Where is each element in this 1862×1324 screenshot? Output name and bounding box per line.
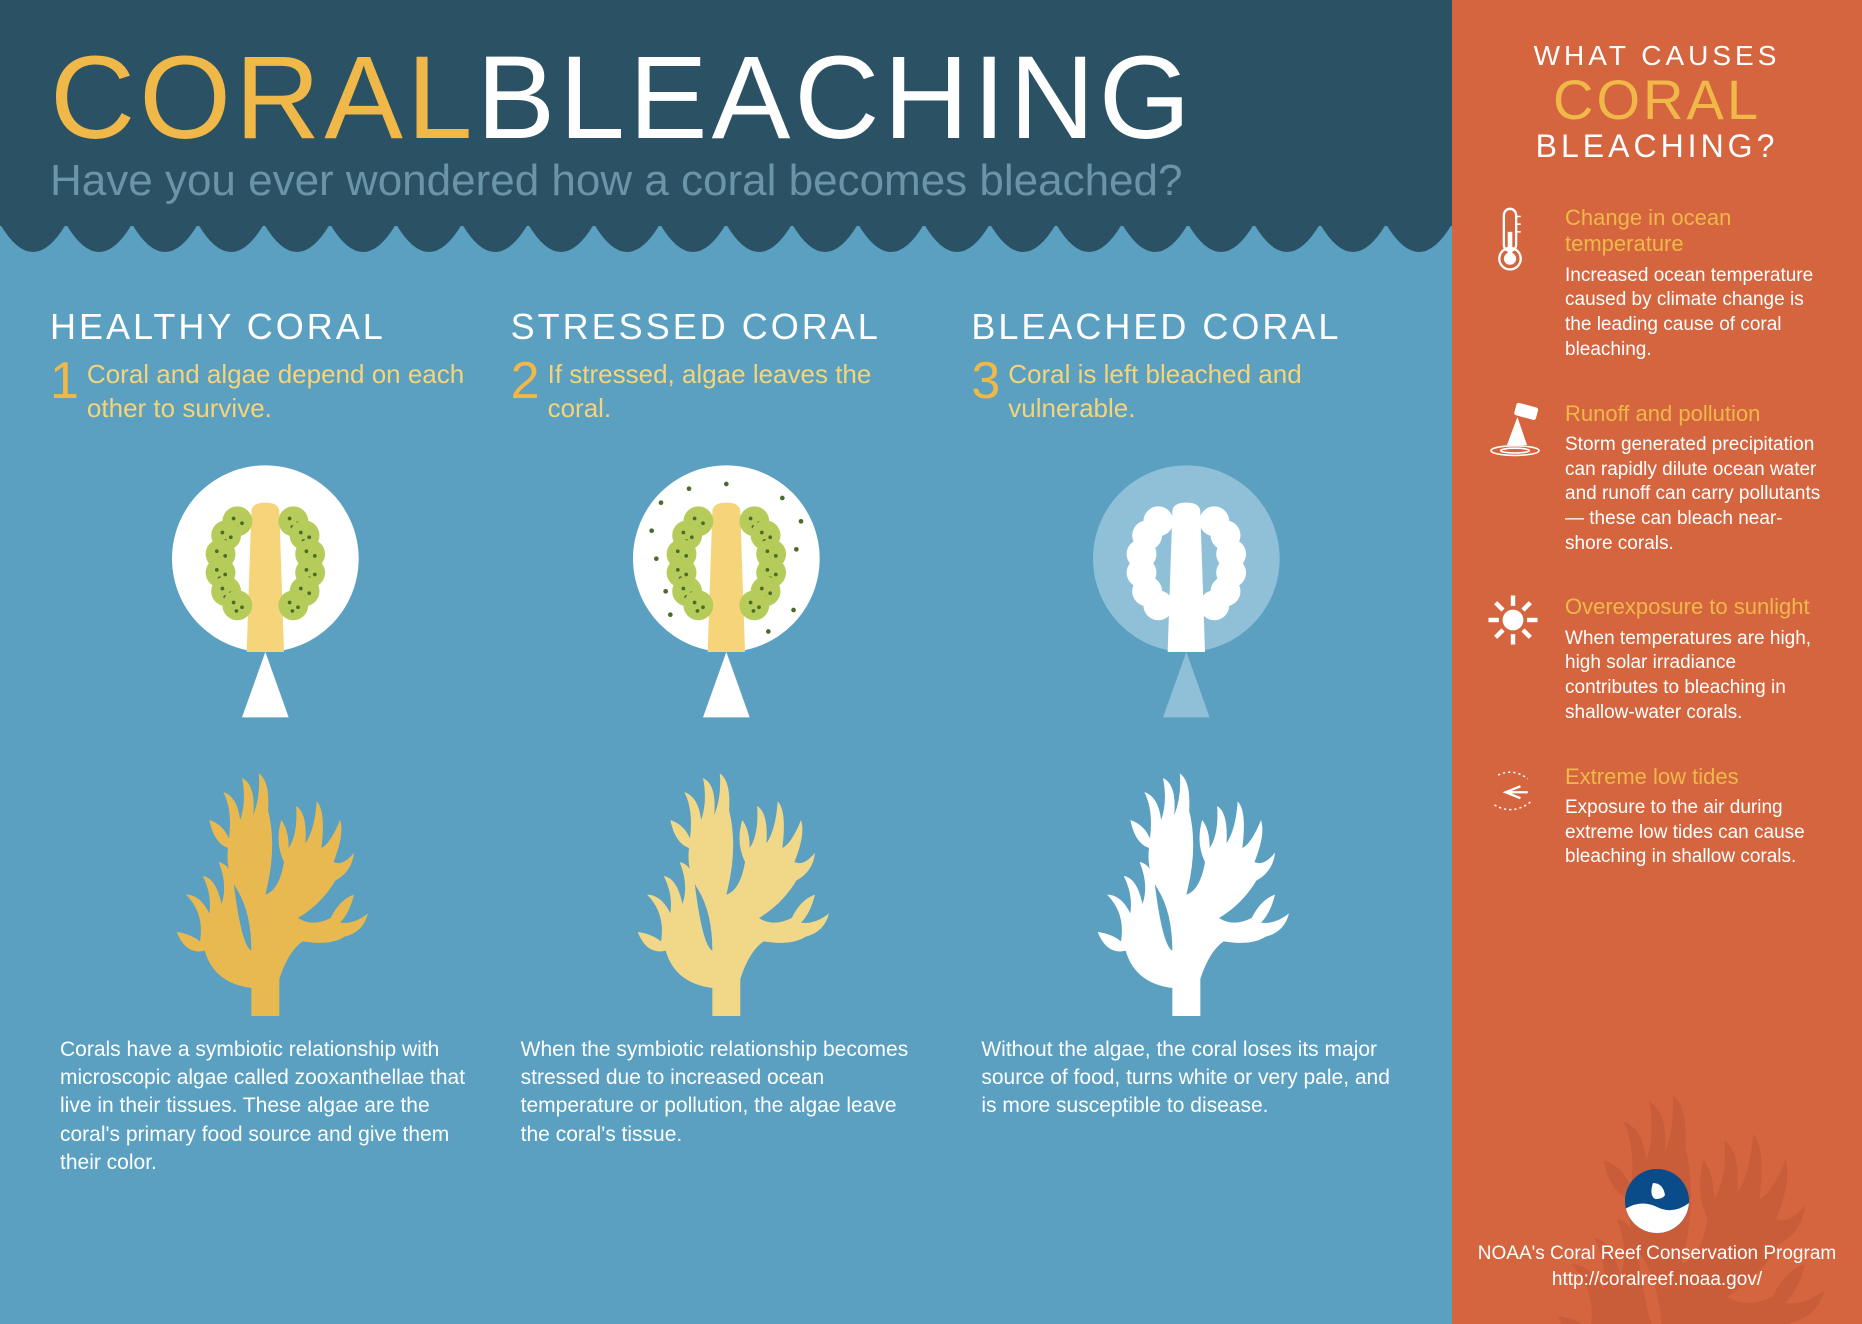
causes-list: Change in ocean temperature Increased oc… xyxy=(1487,205,1827,870)
sidebar: WHAT CAUSES CORAL BLEACHING? Change in o… xyxy=(1452,0,1862,1324)
stage-2: STRESSED CORAL 2 If stressed, algae leav… xyxy=(511,306,942,1177)
title-coral: CORAL xyxy=(50,30,477,166)
stage-desc: If stressed, algae leaves the coral. xyxy=(548,358,942,426)
coral-illustration xyxy=(971,456,1402,1016)
coral-branch-icon xyxy=(637,773,828,1016)
sidebar-title: WHAT CAUSES CORAL BLEACHING? xyxy=(1487,40,1827,165)
stage-desc: Coral is left bleached and vulnerable. xyxy=(1008,358,1402,426)
sidebar-title-line2: CORAL xyxy=(1487,72,1827,128)
cause-heading: Change in ocean temperature xyxy=(1565,205,1827,258)
stage-1: HEALTHY CORAL 1 Coral and algae depend o… xyxy=(50,306,481,1177)
credit-line2: http://coralreef.noaa.gov/ xyxy=(1452,1267,1862,1294)
stage-number: 1 xyxy=(50,358,79,405)
cause-heading: Runoff and pollution xyxy=(1565,401,1827,427)
zoom-pointer-icon xyxy=(1163,652,1210,717)
stage-title: STRESSED CORAL xyxy=(511,306,942,348)
cause-text: Runoff and pollution Storm generated pre… xyxy=(1565,401,1827,557)
stage-diagram xyxy=(971,456,1402,1016)
stage-footer: When the symbiotic relationship becomes … xyxy=(511,1036,942,1149)
credit-line1: NOAA's Coral Reef Conservation Program xyxy=(1452,1241,1862,1268)
zoom-pointer-icon xyxy=(703,652,750,717)
header: CORAL BLEACHING Have you ever wondered h… xyxy=(0,0,1452,226)
cause-body: Storm generated precipitation can rapidl… xyxy=(1565,433,1827,556)
thermometer-icon xyxy=(1487,205,1545,363)
stage-desc-row: 1 Coral and algae depend on each other t… xyxy=(50,358,481,426)
stage-desc-row: 3 Coral is left bleached and vulnerable. xyxy=(971,358,1402,426)
sidebar-title-line3: BLEACHING? xyxy=(1487,128,1827,165)
stage-footer: Without the algae, the coral loses its m… xyxy=(971,1036,1402,1121)
cause-text: Change in ocean temperature Increased oc… xyxy=(1565,205,1827,363)
subtitle: Have you ever wondered how a coral becom… xyxy=(50,156,1402,206)
stage-footer: Corals have a symbiotic relationship wit… xyxy=(50,1036,481,1178)
stage-3: BLEACHED CORAL 3 Coral is left bleached … xyxy=(971,306,1402,1177)
cause-text: Overexposure to sunlight When temperatur… xyxy=(1565,594,1827,725)
cause-heading: Extreme low tides xyxy=(1565,764,1827,790)
cause-text: Extreme low tides Exposure to the air du… xyxy=(1565,764,1827,870)
cause-0: Change in ocean temperature Increased oc… xyxy=(1487,205,1827,363)
polyp-icon xyxy=(247,502,284,651)
coral-illustration xyxy=(511,456,942,1016)
scallop-border xyxy=(0,224,1452,254)
stages-row: HEALTHY CORAL 1 Coral and algae depend o… xyxy=(0,226,1452,1217)
cause-2: Overexposure to sunlight When temperatur… xyxy=(1487,594,1827,725)
stage-diagram xyxy=(511,456,942,1016)
sun-icon xyxy=(1487,594,1545,725)
main-panel: CORAL BLEACHING Have you ever wondered h… xyxy=(0,0,1452,1324)
coral-branch-icon xyxy=(1098,773,1289,1016)
cause-heading: Overexposure to sunlight xyxy=(1565,594,1827,620)
tide-icon xyxy=(1487,764,1545,870)
polyp-icon xyxy=(1168,502,1205,651)
polyp-icon xyxy=(707,502,744,651)
credit-block: NOAA's Coral Reef Conservation Program h… xyxy=(1452,1169,1862,1294)
stage-title: BLEACHED CORAL xyxy=(971,306,1402,348)
title-bleaching: BLEACHING xyxy=(477,30,1195,166)
stage-desc: Coral and algae depend on each other to … xyxy=(87,358,481,426)
runoff-icon xyxy=(1487,401,1545,557)
cause-body: When temperatures are high, high solar i… xyxy=(1565,627,1827,726)
cause-1: Runoff and pollution Storm generated pre… xyxy=(1487,401,1827,557)
coral-branch-icon xyxy=(177,773,368,1016)
stage-number: 3 xyxy=(971,358,1000,405)
title-row: CORAL BLEACHING xyxy=(50,30,1402,166)
cause-body: Increased ocean temperature caused by cl… xyxy=(1565,264,1827,363)
coral-illustration xyxy=(50,456,481,1016)
stage-desc-row: 2 If stressed, algae leaves the coral. xyxy=(511,358,942,426)
stage-number: 2 xyxy=(511,358,540,405)
stage-diagram xyxy=(50,456,481,1016)
cause-3: Extreme low tides Exposure to the air du… xyxy=(1487,764,1827,870)
cause-body: Exposure to the air during extreme low t… xyxy=(1565,796,1827,870)
noaa-logo-icon xyxy=(1625,1169,1689,1233)
stage-title: HEALTHY CORAL xyxy=(50,306,481,348)
zoom-pointer-icon xyxy=(242,652,289,717)
